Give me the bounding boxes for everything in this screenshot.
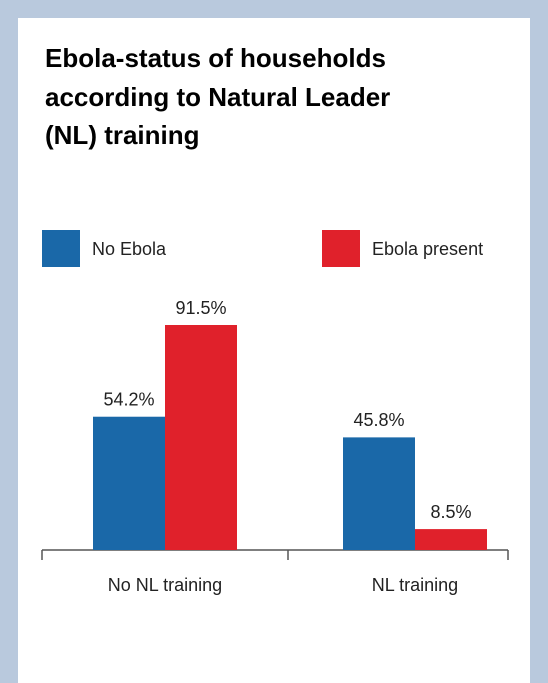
chart-title: (NL) training [45, 120, 200, 150]
bar [165, 325, 237, 550]
panel [18, 18, 530, 683]
bar [415, 529, 487, 550]
value-label: 45.8% [353, 410, 404, 430]
legend-swatch [42, 230, 80, 267]
legend-label: Ebola present [372, 239, 483, 259]
chart-title: Ebola-status of households [45, 43, 386, 73]
value-label: 8.5% [430, 502, 471, 522]
bar [343, 437, 415, 550]
value-label: 54.2% [103, 389, 154, 409]
bar [93, 416, 165, 550]
value-label: 91.5% [175, 298, 226, 318]
legend-swatch [322, 230, 360, 267]
legend-label: No Ebola [92, 239, 167, 259]
x-tick-label: NL training [372, 575, 458, 595]
chart-title: according to Natural Leader [45, 82, 390, 112]
x-tick-label: No NL training [108, 575, 222, 595]
